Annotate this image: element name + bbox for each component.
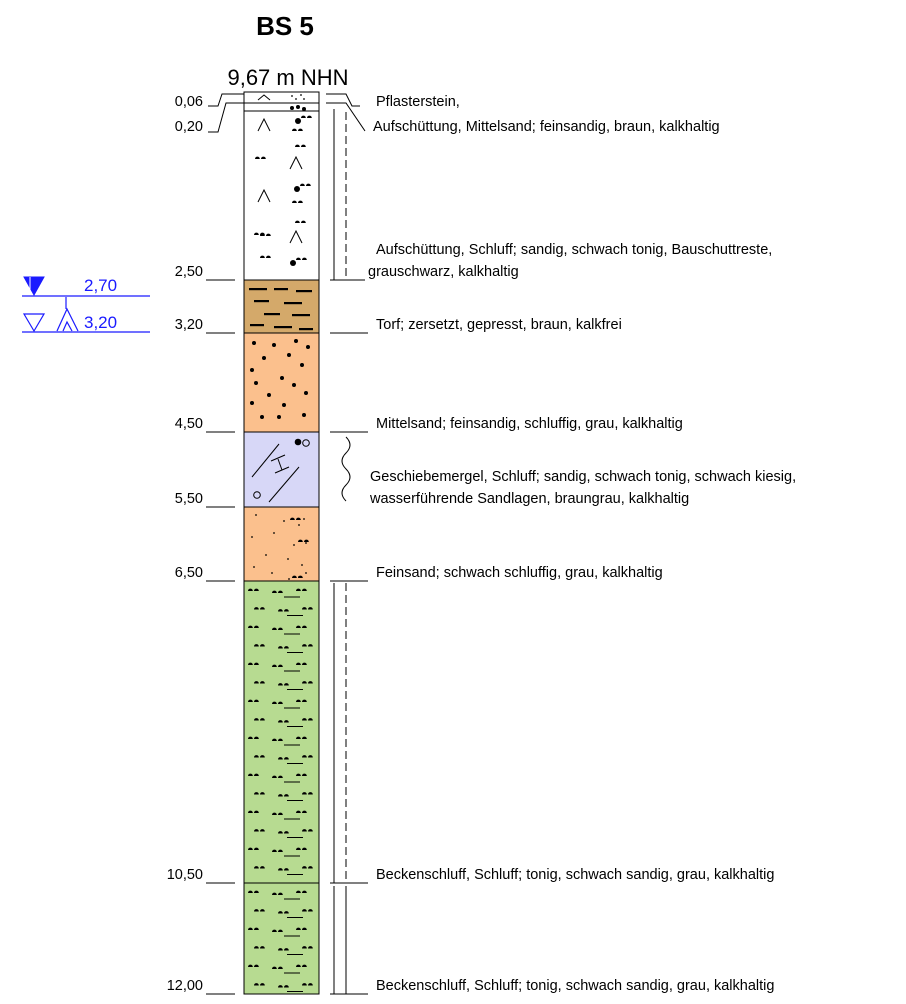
water-triangle-open-icon bbox=[22, 313, 46, 333]
layer-fine-sand-6 bbox=[243, 506, 320, 582]
elevation-label: 9,67 m NHN bbox=[227, 65, 348, 90]
depth-label-1: 0,20 bbox=[175, 119, 203, 135]
layer-pavement-0 bbox=[243, 91, 320, 104]
groundwater-markers: 2,70 3,20 bbox=[22, 276, 150, 333]
depth-label-0: 0,06 bbox=[175, 94, 203, 110]
layer-silt-8 bbox=[243, 882, 320, 995]
moisture-water-bearing-5 bbox=[341, 436, 351, 502]
pattern-silt-7 bbox=[248, 588, 313, 875]
moisture-moist-7 bbox=[333, 583, 347, 883]
layer-description-5-1: wasserführende Sandlagen, braungrau, kal… bbox=[369, 491, 689, 507]
pattern-fill-silt-2 bbox=[254, 115, 312, 266]
groundwater-depth-rising: 3,20 bbox=[84, 313, 117, 332]
borehole-title: BS 5 bbox=[256, 11, 314, 41]
pattern-medium-sand-4 bbox=[250, 339, 310, 419]
water-rise-icon bbox=[56, 307, 79, 332]
layer-fill-sand-1 bbox=[243, 102, 320, 112]
depth-label-8: 12,00 bbox=[167, 978, 203, 994]
soil-patterns bbox=[248, 94, 313, 992]
depth-label-6: 6,50 bbox=[175, 565, 203, 581]
pattern-peat-3 bbox=[249, 288, 313, 331]
depth-label-4: 4,50 bbox=[175, 416, 203, 432]
layer-description-1-0: Aufschüttung, Mittelsand; feinsandig, br… bbox=[373, 119, 720, 135]
depth-label-7: 10,50 bbox=[167, 867, 203, 883]
pattern-silt-8 bbox=[248, 890, 313, 992]
groundwater-depth-encountered: 2,70 bbox=[84, 276, 117, 295]
layer-description-2-1: grauschwarz, kalkhaltig bbox=[368, 264, 519, 280]
water-triangle-filled-icon bbox=[23, 276, 45, 297]
groundwater-rising: 3,20 bbox=[22, 297, 150, 333]
layer-description-2-0: Aufschüttung, Schluff; sandig, schwach t… bbox=[376, 242, 772, 258]
layer-descriptions: Pflasterstein, Aufschüttung, Mittelsand; … bbox=[326, 93, 796, 995]
groundwater-encountered: 2,70 bbox=[22, 276, 150, 297]
pattern-till-5 bbox=[251, 438, 310, 503]
pattern-pavement-0 bbox=[257, 94, 305, 101]
layer-fill-silt-2 bbox=[243, 110, 320, 281]
pattern-fine-sand-6 bbox=[251, 514, 309, 580]
layer-description-5-0: Geschiebemergel, Schluff; sandig, schwac… bbox=[370, 469, 796, 485]
layer-description-8-0: Beckenschluff, Schluff; tonig, schwach s… bbox=[376, 978, 774, 994]
layer-description-4-0: Mittelsand; feinsandig, schluffig, grau,… bbox=[376, 416, 683, 432]
pattern-fill-sand-1 bbox=[290, 105, 306, 111]
moisture-wet-8 bbox=[333, 886, 347, 994]
moisture-indicators bbox=[333, 109, 351, 994]
depth-label-5: 5,50 bbox=[175, 491, 203, 507]
depth-label-3: 3,20 bbox=[175, 317, 203, 333]
layer-description-6-0: Feinsand; schwach schluffig, grau, kalkh… bbox=[376, 565, 663, 581]
depth-labels: 0,06 0,20 2,50 3,20 4,50 5,50 6,50 10,50 12,00 bbox=[167, 93, 244, 995]
layer-description-0-0: Pflasterstein, bbox=[376, 94, 460, 110]
layer-description-3-0: Torf; zersetzt, gepresst, braun, kalkfre… bbox=[376, 317, 622, 333]
layer-description-7-0: Beckenschluff, Schluff; tonig, schwach s… bbox=[376, 867, 774, 883]
depth-label-2: 2,50 bbox=[175, 264, 203, 280]
soil-column bbox=[243, 91, 320, 995]
